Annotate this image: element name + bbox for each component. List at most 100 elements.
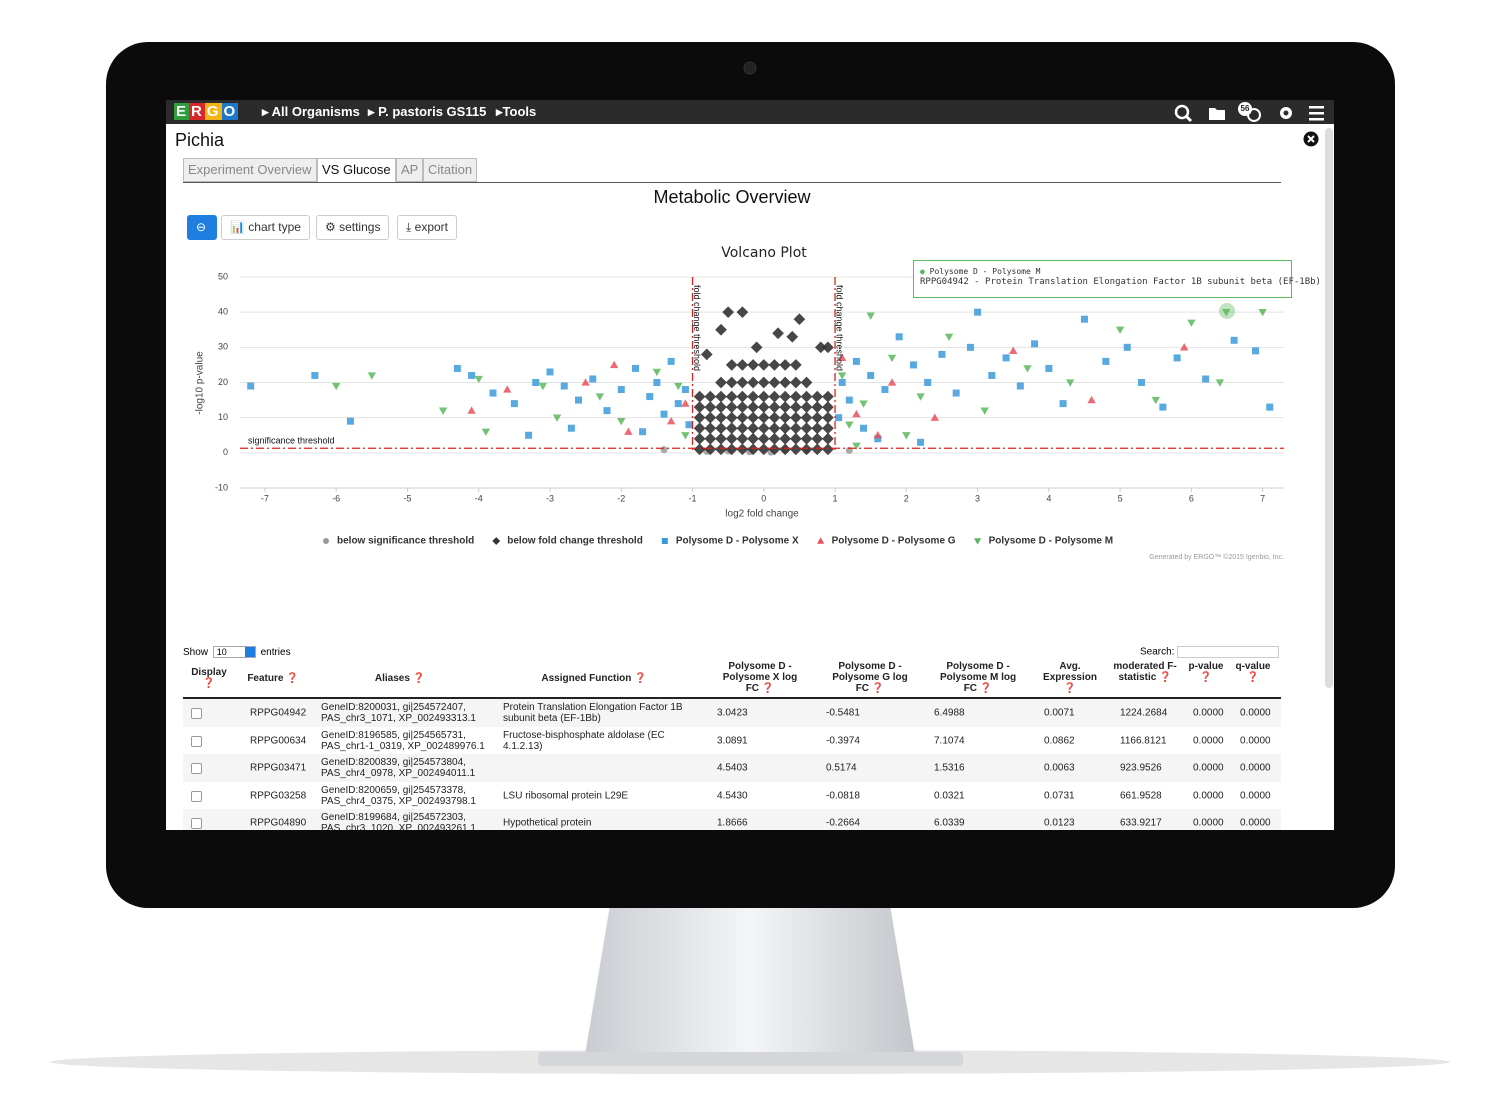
nav-link-text[interactable]: Tools — [502, 104, 537, 119]
point — [1180, 343, 1189, 351]
column-header[interactable]: Aliases ❓ — [374, 673, 426, 684]
point — [747, 422, 759, 435]
point — [1066, 379, 1075, 387]
point — [974, 308, 982, 316]
checkbox[interactable] — [191, 708, 202, 719]
column-header[interactable]: Polysome D - Polysome X log FC ❓ — [722, 661, 798, 694]
checkbox[interactable] — [191, 791, 202, 802]
table-cell: 0.0000 — [1240, 762, 1271, 774]
nav-link[interactable]: ▸ All Organisms — [262, 104, 360, 119]
point — [1002, 354, 1010, 362]
column-header[interactable]: q-value ❓ — [1235, 661, 1271, 683]
x-tick-label: 7 — [1260, 493, 1265, 503]
point — [873, 431, 883, 439]
x-tick-label: 1 — [833, 493, 838, 503]
y-tick-label: 10 — [218, 412, 228, 422]
row-bg — [183, 809, 1281, 830]
point — [1009, 346, 1018, 354]
button-label[interactable]: chart type — [248, 220, 301, 234]
header-text[interactable]: Avg. Expression — [1043, 661, 1097, 683]
header-text[interactable]: Polysome D - Polysome X log FC — [722, 661, 798, 694]
legend-symbol — [973, 538, 982, 545]
point — [768, 359, 781, 371]
header-text[interactable]: Polysome D - Polysome G log FC — [832, 661, 908, 694]
search-box[interactable] — [1177, 646, 1280, 658]
tab[interactable]: Citation — [423, 158, 478, 182]
nav-link[interactable]: ▸Tools — [496, 104, 537, 119]
point — [757, 359, 770, 371]
point — [747, 411, 759, 424]
header-text[interactable]: q-value — [1235, 661, 1271, 672]
nav-link[interactable]: ▸ P. pastoris GS115 — [368, 104, 487, 119]
column-header[interactable]: Polysome D - Polysome G log FC ❓ — [832, 661, 908, 694]
checkbox[interactable] — [191, 736, 202, 747]
point — [750, 341, 763, 354]
length-select[interactable]: 10 — [212, 646, 256, 658]
point — [704, 411, 717, 424]
close-icon[interactable] — [1303, 131, 1319, 147]
point — [757, 422, 770, 435]
header-text[interactable]: Feature — [247, 673, 284, 684]
length-value[interactable]: 10 — [216, 647, 227, 657]
table-cell: 4.5403 — [717, 762, 748, 774]
point — [624, 427, 633, 435]
button[interactable]: ⚙ settings — [316, 215, 390, 240]
point — [845, 421, 854, 429]
point — [1230, 336, 1238, 344]
search: Search: — [1140, 646, 1280, 658]
x-tick-label: 4 — [1046, 493, 1051, 503]
table-cell: Fructose-bisphosphate aldolase (EC 4.1.2… — [503, 730, 665, 752]
legend-symbol — [661, 538, 668, 544]
nav-link-text[interactable]: P. pastoris GS115 — [378, 104, 487, 119]
point — [617, 418, 626, 426]
tab[interactable]: AP — [396, 158, 424, 182]
badge: 56 — [1241, 104, 1250, 113]
nav-icons[interactable]: 56 — [1171, 102, 1331, 124]
button[interactable]: ⤓ export — [397, 215, 457, 240]
table-cell: RPPG00634 — [250, 735, 307, 747]
table-cell: 1224.2684 — [1120, 707, 1168, 719]
column-header[interactable]: moderated F-statistic ❓ — [1113, 661, 1177, 683]
header-text[interactable]: Aliases — [374, 673, 410, 684]
x-tick-label: -2 — [617, 493, 625, 503]
column-header[interactable]: p-value ❓ — [1188, 661, 1224, 683]
checkbox[interactable] — [191, 818, 202, 829]
point — [1087, 395, 1096, 404]
point — [838, 379, 846, 386]
header-text[interactable]: Assigned Function — [541, 673, 632, 684]
point — [772, 327, 784, 340]
button-label[interactable]: export — [414, 220, 448, 234]
button-label[interactable]: settings — [339, 220, 381, 234]
scrollbar — [1325, 128, 1333, 688]
back-button[interactable]: ⊖ — [187, 215, 217, 240]
column-header[interactable]: Assigned Function ❓ — [541, 673, 647, 684]
point — [1173, 354, 1181, 362]
checkbox[interactable] — [191, 763, 202, 774]
point — [247, 382, 255, 390]
tab[interactable]: VS Glucose — [317, 158, 396, 182]
header-text[interactable]: moderated F-statistic — [1113, 661, 1177, 683]
point — [704, 432, 717, 445]
header-text[interactable]: Display — [191, 667, 227, 678]
point — [917, 438, 925, 446]
point — [852, 442, 861, 450]
nav-link-text[interactable]: All Organisms — [271, 104, 360, 119]
point — [481, 428, 491, 436]
table-cell: -0.5481 — [826, 707, 860, 719]
header-text[interactable]: Polysome D - Polysome M log FC — [939, 661, 1017, 694]
tab[interactable]: Experiment Overview — [183, 158, 317, 182]
header-text[interactable]: p-value — [1188, 661, 1224, 672]
show-label: Show — [183, 647, 209, 658]
column-header[interactable]: Display ❓ — [191, 667, 227, 689]
search-label: Search: — [1140, 646, 1175, 658]
point — [887, 354, 897, 363]
table-cell: 0.0123 — [1044, 817, 1075, 829]
column-header[interactable]: Avg. Expression ❓ — [1043, 661, 1097, 694]
column-header[interactable]: Feature ❓ — [247, 673, 299, 684]
button[interactable]: 📊 chart type — [221, 215, 310, 240]
column-header[interactable]: Polysome D - Polysome M log FC ❓ — [939, 661, 1017, 694]
point — [736, 432, 749, 445]
point — [909, 361, 917, 369]
point — [736, 443, 749, 456]
